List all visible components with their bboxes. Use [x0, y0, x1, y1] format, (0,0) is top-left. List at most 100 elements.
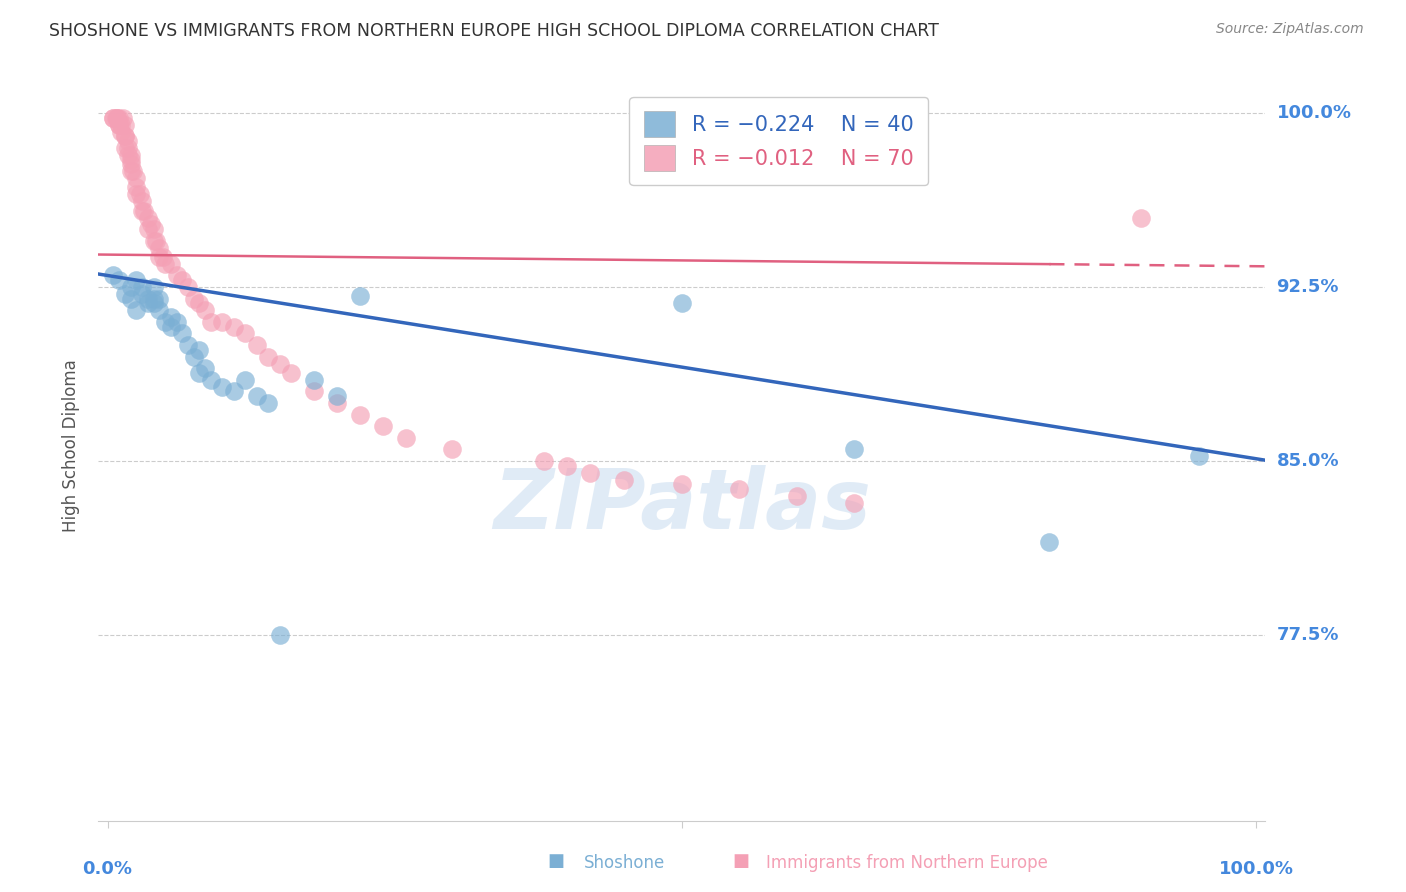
Text: ■: ■ [547, 852, 564, 870]
Text: ZIPatlas: ZIPatlas [494, 466, 870, 547]
Point [142, 222, 165, 236]
Point [246, 389, 269, 403]
Point [142, 292, 165, 306]
Point [579, 466, 602, 480]
Point [235, 373, 257, 387]
Point [153, 257, 176, 271]
Point [131, 203, 153, 218]
Point [166, 268, 188, 283]
Point [134, 203, 156, 218]
Point [108, 273, 131, 287]
Point [188, 366, 211, 380]
Point [211, 315, 233, 329]
Point [136, 296, 159, 310]
Point [395, 431, 418, 445]
Point [142, 234, 165, 248]
Point [110, 118, 132, 132]
Text: Source: ZipAtlas.com: Source: ZipAtlas.com [1216, 22, 1364, 37]
Point [533, 454, 555, 468]
Point [153, 315, 176, 329]
Point [142, 296, 165, 310]
Point [200, 315, 222, 329]
Point [159, 310, 181, 325]
Point [148, 292, 170, 306]
Point [148, 241, 170, 255]
Text: 0.0%: 0.0% [83, 860, 132, 878]
Point [671, 296, 693, 310]
Point [1038, 535, 1060, 549]
Point [728, 482, 751, 496]
Point [373, 419, 395, 434]
Point [103, 111, 125, 125]
Point [117, 141, 139, 155]
Legend: R = −0.224    N = 40, R = −0.012    N = 70: R = −0.224 N = 40, R = −0.012 N = 70 [630, 96, 928, 186]
Point [1130, 211, 1153, 225]
Point [136, 211, 159, 225]
Point [111, 111, 134, 125]
Point [125, 171, 148, 186]
Point [172, 273, 194, 287]
Point [108, 118, 131, 132]
Point [120, 280, 142, 294]
Point [103, 268, 125, 283]
Text: 85.0%: 85.0% [1277, 452, 1339, 470]
Point [200, 373, 222, 387]
Point [136, 292, 159, 306]
Point [183, 350, 205, 364]
Point [188, 296, 211, 310]
Point [114, 118, 136, 132]
Point [125, 187, 148, 202]
Point [114, 129, 136, 144]
Point [128, 187, 150, 202]
Point [105, 111, 128, 125]
Point [844, 442, 866, 457]
Point [222, 319, 245, 334]
Point [141, 218, 163, 232]
Point [441, 442, 464, 457]
Point [326, 389, 349, 403]
Point [188, 343, 211, 357]
Point [152, 250, 174, 264]
Text: Immigrants from Northern Europe: Immigrants from Northern Europe [766, 855, 1047, 872]
Point [671, 477, 693, 491]
Point [786, 489, 808, 503]
Point [125, 180, 148, 194]
Point [131, 194, 153, 209]
Point [349, 289, 371, 303]
Point [108, 111, 131, 125]
Point [122, 164, 145, 178]
Point [120, 153, 142, 167]
Point [159, 319, 181, 334]
Point [108, 118, 131, 132]
Point [194, 303, 217, 318]
Point [117, 134, 139, 148]
Point [304, 373, 326, 387]
Point [613, 473, 636, 487]
Point [131, 280, 153, 294]
Point [114, 141, 136, 155]
Text: 92.5%: 92.5% [1277, 278, 1339, 296]
Point [177, 280, 200, 294]
Point [280, 366, 302, 380]
Point [125, 303, 148, 318]
Point [166, 315, 188, 329]
Y-axis label: High School Diploma: High School Diploma [62, 359, 80, 533]
Point [117, 148, 139, 162]
Text: 100.0%: 100.0% [1277, 104, 1351, 122]
Point [211, 380, 233, 394]
Point [125, 273, 148, 287]
Point [257, 350, 280, 364]
Point [114, 129, 136, 144]
Text: ■: ■ [733, 852, 749, 870]
Point [110, 125, 132, 139]
Point [131, 287, 153, 301]
Point [104, 111, 127, 125]
Point [257, 396, 280, 410]
Point [148, 303, 170, 318]
Point [142, 280, 165, 294]
Point [1188, 450, 1211, 464]
Point [148, 250, 170, 264]
Point [105, 111, 128, 125]
Text: SHOSHONE VS IMMIGRANTS FROM NORTHERN EUROPE HIGH SCHOOL DIPLOMA CORRELATION CHAR: SHOSHONE VS IMMIGRANTS FROM NORTHERN EUR… [49, 22, 939, 40]
Point [120, 292, 142, 306]
